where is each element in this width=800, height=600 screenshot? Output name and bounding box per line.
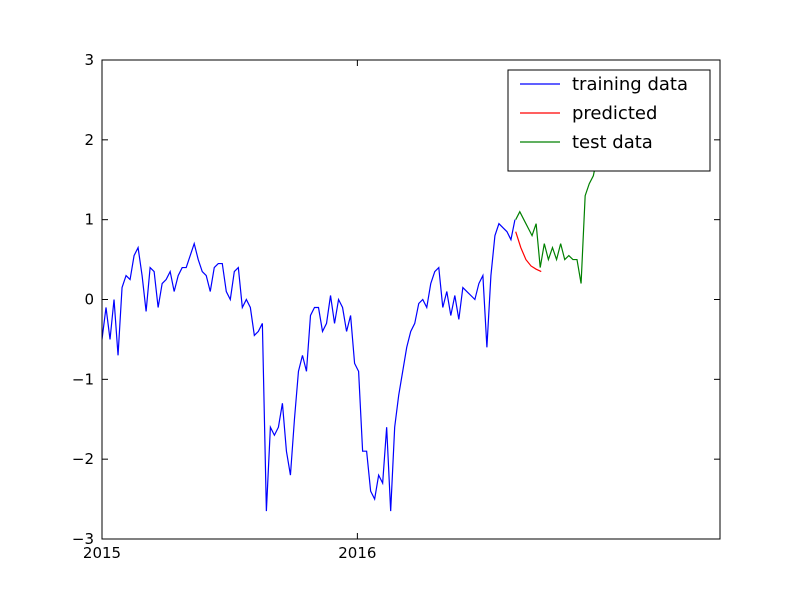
x-tick-label: 2016 xyxy=(338,544,376,562)
series-line xyxy=(515,231,542,273)
y-tick-label: 0 xyxy=(84,291,94,309)
series-line xyxy=(102,219,516,512)
axes: −3 −2 −1 0 1 2 3 2015 2016 xyxy=(72,51,720,562)
y-tick-label: 1 xyxy=(84,211,94,229)
legend-label: test data xyxy=(572,132,653,153)
legend-label: predicted xyxy=(572,103,657,124)
y-tick-label: 2 xyxy=(84,131,94,149)
y-tick-label: −1 xyxy=(72,370,94,388)
y-tick-label: −3 xyxy=(72,530,94,548)
x-tick-label: 2015 xyxy=(83,544,121,562)
legend: training data predicted test data xyxy=(507,69,711,172)
plot-lines xyxy=(102,115,611,512)
y-tick-label: 3 xyxy=(84,51,94,69)
legend-box xyxy=(507,69,711,172)
y-tick-label: −2 xyxy=(72,450,94,468)
series-line xyxy=(515,115,611,284)
legend-label: training data xyxy=(572,74,688,95)
